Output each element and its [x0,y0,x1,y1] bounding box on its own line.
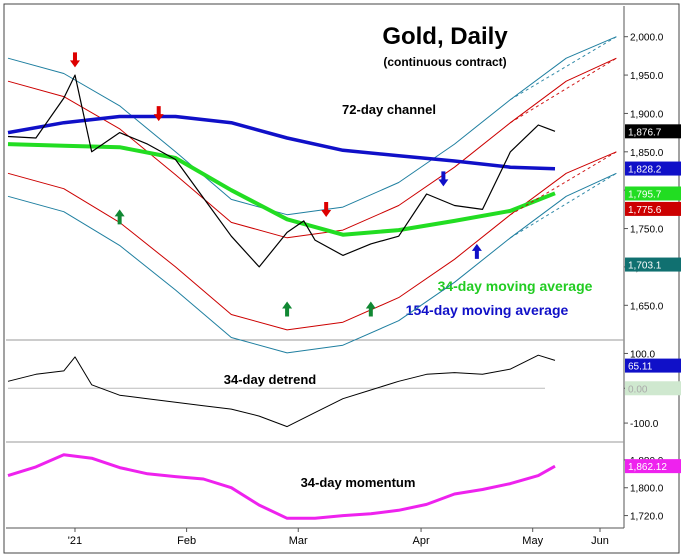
y-tick-label: -100.0 [630,419,659,430]
x-tick-label: Jun [591,535,609,547]
series-line [7,74,556,268]
y-tick-label: 1,750.0 [630,225,664,236]
momentum-panel: 34-day momentum 1,880.01,800.01,720.01,8… [7,453,681,523]
value-badge-label: 65.11 [628,362,653,373]
momentum-title: 34-day momentum [301,475,416,490]
value-badge-label: 1,775.6 [628,205,662,216]
y-tick-label: 1,800.0 [630,484,664,495]
series-line [7,142,556,237]
series-line [7,172,617,354]
detrend-title: 34-day detrend [224,372,317,387]
series-line [7,114,556,171]
y-tick-label: 100.0 [630,349,655,360]
value-badge-label: 0.00 [628,384,648,395]
up-arrow-marker [365,301,376,317]
x-tick-label: Feb [177,535,196,547]
channel-projection [510,151,617,216]
up-arrow-marker [471,243,482,259]
value-badge [625,201,681,216]
x-tick-label: Apr [412,535,429,547]
y-tick-label: 1,950.0 [630,71,664,82]
series-line [7,36,617,216]
down-arrow-marker [153,106,164,122]
down-arrow-marker [438,171,449,187]
value-badge-label: 1,828.2 [628,165,662,176]
series-line [7,453,556,520]
value-badge [625,161,681,176]
chart-subtitle: (continuous contract) [383,55,506,69]
series-line [7,354,556,428]
value-badge-label: 1,703.1 [628,261,662,272]
detrend-panel: 34-day detrend 100.00.00-100.065.110.00 [7,349,681,430]
channel-projection [510,36,617,101]
value-badge-label: 1,876.7 [628,127,662,138]
y-tick-label: 2,000.0 [630,33,664,44]
value-badge [625,459,681,474]
value-badge-label: 1,862.12 [628,462,667,473]
value-badge [625,186,681,201]
down-arrow-marker [69,52,80,68]
ma34-annotation: 34-day moving average [438,278,593,294]
y-tick-label: 1,900.0 [630,109,664,120]
y-tick-label: 1,720.0 [630,512,664,523]
channel-annotation: 72-day channel [342,102,436,117]
up-arrow-marker [114,209,125,225]
y-tick-label: 1,850.0 [630,148,664,159]
channel-projection [510,172,617,239]
series-line [7,57,617,239]
x-axis: '21 Feb Mar Apr May Jun [68,528,609,547]
chart-title: Gold, Daily [382,23,508,50]
x-tick-label: '21 [68,535,82,547]
price-panel: Gold, Daily (continuous contract) 72-day… [7,23,681,354]
value-badge [625,257,681,272]
x-tick-label: May [522,535,543,547]
value-badge [625,358,681,373]
value-badge-label: 1,795.7 [628,189,662,200]
channel-projection [510,57,617,124]
x-tick-label: Mar [289,535,308,547]
value-badge [625,381,681,396]
ma154-annotation: 154-day moving average [406,302,569,318]
value-badge [625,124,681,139]
down-arrow-marker [321,202,332,218]
y-tick-label: 1,650.0 [630,301,664,312]
up-arrow-marker [282,301,293,317]
